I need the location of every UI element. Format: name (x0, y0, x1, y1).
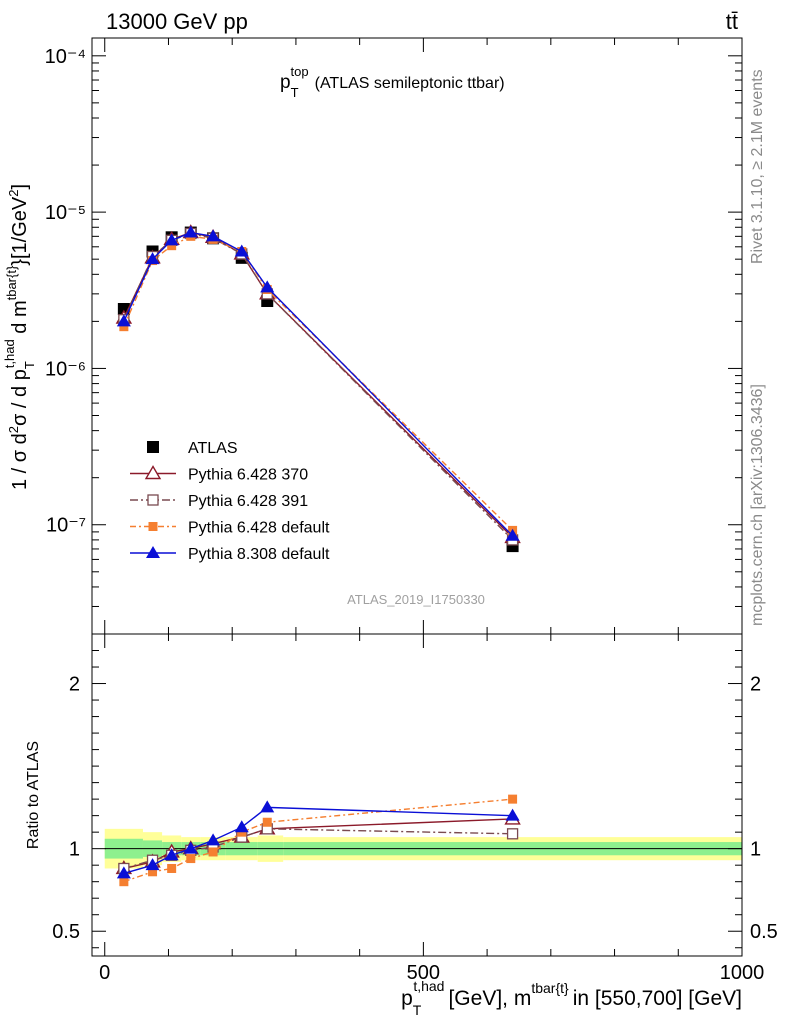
series-pythia-6-428-391 (118, 227, 519, 546)
watermark: ATLAS_2019_I1750330 (347, 592, 485, 607)
main-y-label: 1 / σ d2σ / d pTt,had d mtbar{t}}[1/GeV2… (2, 184, 37, 490)
legend-marker (147, 441, 159, 453)
legend: ATLAS Pythia 6.428 370 Pythia 6.428 391 Pyt… (130, 440, 330, 563)
y-tick-label-left: 1 (69, 839, 80, 861)
line-pythia-6-428-default (123, 235, 514, 531)
y-tick-label: 10⁻⁵ (45, 202, 86, 224)
ratio-point-pythia-6-428-default (208, 847, 218, 857)
ratio-point-pythia-8-308-default (260, 800, 275, 813)
ratio-point-pythia-6-428-391 (506, 828, 519, 840)
ratio-series (115, 794, 521, 887)
line-pythia-6-428-370 (123, 231, 514, 538)
ratio-point-pythia-6-428-default (262, 817, 272, 827)
legend-item-atlas: ATLAS (147, 440, 238, 457)
main-x-ticks (104, 38, 743, 634)
plot-title: pTtop(ATLAS semileptonic ttbar) (280, 64, 505, 100)
point-pythia-8-308-default (234, 244, 249, 257)
ratio-frame (91, 633, 743, 957)
ratio-series-pythia-8-308-default (116, 800, 520, 879)
mcplots-label: mcplots.cern.ch [arXiv:1306.3436] (749, 384, 766, 626)
y-tick-label: 10⁻⁷ (46, 515, 86, 537)
main-panel: 10⁻⁷ 10⁻⁶ 10⁻⁵ 10⁻⁴ pTtop(ATLAS semileptoni… (2, 37, 743, 635)
series-atlas (117, 226, 519, 553)
point-pythia-8-308-default (183, 225, 198, 238)
ratio-point-pythia-6-428-default (148, 867, 158, 877)
ratio-point-pythia-6-428-default (167, 863, 177, 873)
energy-label: 13000 GeV pp (106, 9, 248, 34)
x-tick-label: 1000 (720, 962, 765, 984)
main-y-ticks: 10⁻⁷ 10⁻⁶ 10⁻⁵ 10⁻⁴ (45, 46, 742, 635)
line-pythia-6-428-391 (123, 232, 514, 541)
legend-label: Pythia 6.428 370 (188, 467, 308, 484)
legend-item-pythia-6-428-391: Pythia 6.428 391 (130, 493, 308, 510)
point-pythia-6-428-default (119, 322, 129, 332)
y-tick-label-left: 2 (69, 674, 80, 696)
point-pythia-8-308-default (164, 233, 179, 246)
point-pythia-8-308-default (206, 229, 221, 242)
legend-label: ATLAS (188, 440, 238, 457)
ratio-x-ticks: 0 500 1000 (99, 634, 764, 984)
ratio-point-pythia-8-308-default (183, 841, 198, 854)
ratio-point-pythia-6-428-default (508, 794, 518, 804)
legend-item-pythia-6-428-370: Pythia 6.428 370 (130, 465, 308, 484)
series-pythia-8-308-default (116, 225, 520, 541)
ratio-y-ticks: 0.5 0.5 1 1 2 2 (52, 650, 778, 949)
legend-marker (148, 522, 158, 531)
y-tick-label-right: 2 (750, 674, 761, 696)
ratio-point-pythia-8-308-default (116, 866, 131, 879)
y-tick-label-right: 0.5 (750, 921, 778, 943)
ratio-point-pythia-6-428-default (186, 854, 196, 864)
ratio-point-pythia-8-308-default (505, 808, 520, 821)
legend-item-pythia-8-308-default: Pythia 8.308 default (130, 546, 330, 563)
series-pythia-6-428-default (119, 231, 518, 535)
main-frame (91, 37, 743, 635)
line-pythia-8-308-default (123, 231, 514, 537)
ratio-point-pythia-8-308-default (145, 858, 160, 871)
point-pythia-8-308-default (145, 252, 160, 265)
ratio-point-pythia-8-308-default (206, 833, 221, 846)
process-label: tt̄ (726, 9, 738, 34)
series-pythia-6-428-370 (115, 224, 521, 544)
rivet-version-label: Rivet 3.1.10, ≥ 2.1M events (749, 69, 766, 264)
legend-label: Pythia 8.308 default (188, 546, 330, 563)
y-tick-label-left: 0.5 (52, 921, 80, 943)
y-tick-label: 10⁻⁶ (45, 358, 86, 380)
point-pythia-8-308-default (116, 314, 131, 327)
legend-label: Pythia 6.428 default (188, 520, 330, 537)
point-pythia-8-308-default (505, 528, 520, 541)
x-tick-label: 500 (407, 962, 440, 984)
ratio-panel: 0.5 0.5 1 1 2 2 0 500 1000 Ratio to ATLAS pTt,h… (25, 633, 778, 1018)
legend-item-pythia-6-428-default: Pythia 6.428 default (130, 520, 330, 537)
point-pythia-6-428-default (167, 241, 177, 251)
ratio-point-pythia-8-308-default (234, 820, 249, 833)
legend-marker (146, 546, 160, 558)
ratio-point-pythia-6-428-default (119, 877, 129, 887)
x-tick-label: 0 (99, 962, 110, 984)
ratio-point-pythia-8-308-default (164, 848, 179, 861)
ratio-y-label: Ratio to ATLAS (25, 741, 42, 849)
y-tick-label: 10⁻⁴ (45, 46, 86, 68)
main-series (115, 224, 521, 553)
x-axis-label: pTt,had[GeV], mtbar{t} in [550,700] [GeV] (401, 978, 742, 1018)
legend-label: Pythia 6.428 391 (188, 493, 308, 510)
legend-marker (147, 494, 159, 506)
y-tick-label-right: 1 (750, 839, 761, 861)
legend-marker (144, 465, 162, 480)
point-pythia-8-308-default (260, 280, 275, 293)
